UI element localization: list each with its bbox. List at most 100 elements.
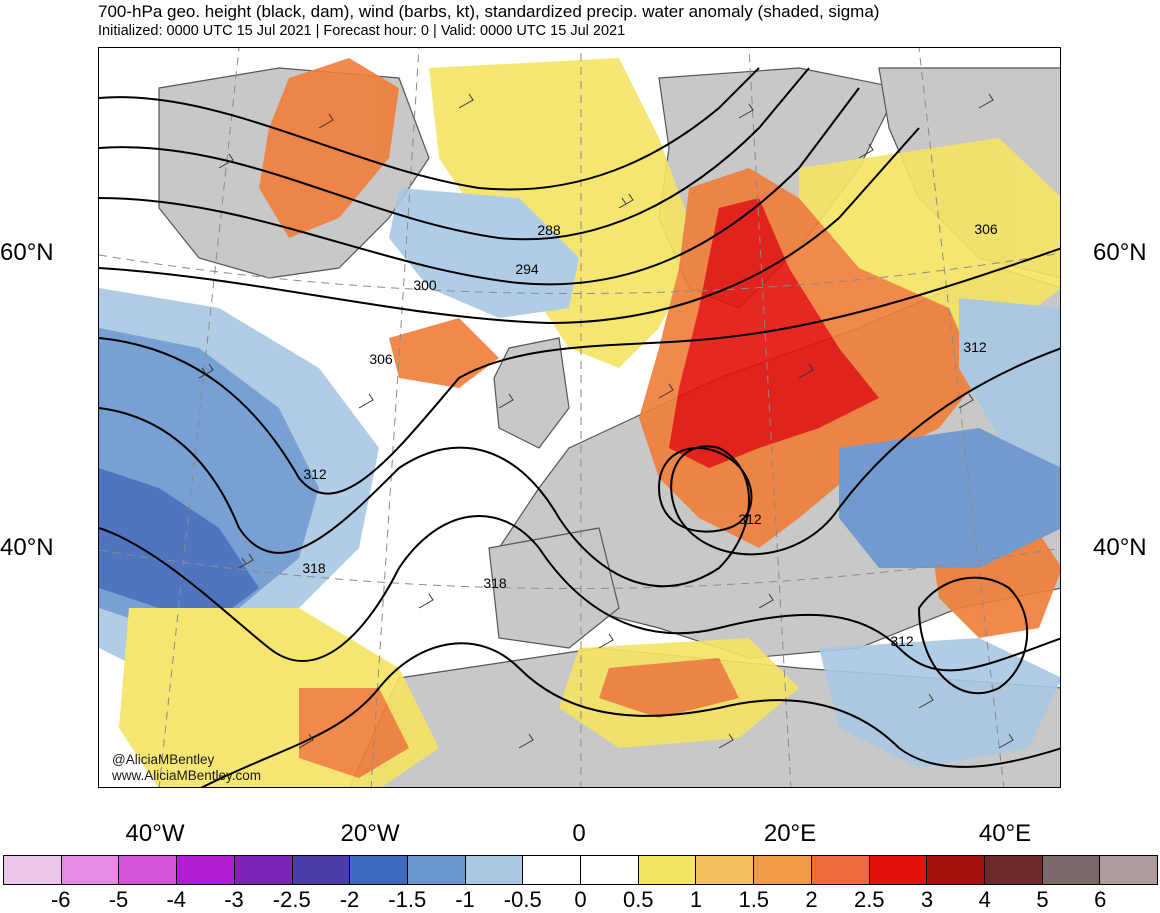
colorbar-cell <box>1042 856 1101 884</box>
wind-barb <box>458 93 474 109</box>
colorbar-cell <box>581 856 639 884</box>
contour-label: 312 <box>738 511 762 527</box>
wind-barb <box>598 633 614 649</box>
colorbar-tick-label: -3 <box>224 887 244 912</box>
wind-barb <box>958 393 974 409</box>
lat-label-40n-left: 40°N <box>0 534 54 561</box>
anomaly-positive-2 <box>599 658 739 718</box>
wind-barb <box>758 593 774 609</box>
colorbar-cell <box>465 856 524 884</box>
anomaly-positive-1 <box>429 58 699 368</box>
credit-website: www.AliciaMBentley.com <box>112 768 262 783</box>
anomaly-negative-1 <box>389 188 579 318</box>
colorbar-cell <box>119 856 178 884</box>
colorbar-cell <box>234 856 293 884</box>
colorbar-cell <box>869 856 928 884</box>
wind-barb <box>738 103 754 119</box>
colorbar-tick-label: 1 <box>689 887 703 912</box>
colorbar-tick-label: -1.5 <box>388 887 427 912</box>
wind-barb <box>858 143 874 159</box>
colorbar-cell <box>292 856 351 884</box>
contour-label: 288 <box>537 222 561 238</box>
contour-line <box>917 576 1029 695</box>
colorbar-cell <box>407 856 466 884</box>
contour-label: 306 <box>974 221 998 237</box>
lon-line-40w <box>158 48 240 787</box>
colorbar-cell <box>811 856 870 884</box>
lon-label-20w: 20°W <box>340 820 400 847</box>
height-contours <box>99 67 1060 787</box>
colorbar-cell <box>638 856 697 884</box>
contour-label: 312 <box>303 466 327 482</box>
contour-label: 312 <box>890 633 914 649</box>
colorbar-cell <box>61 856 120 884</box>
colorbar-cell <box>4 856 62 884</box>
map-panel: 288 294 300 306 312 318 318 312 312 306 … <box>98 47 1061 788</box>
colorbar-tick-label: 1.5 <box>738 887 770 912</box>
wind-barb <box>978 93 994 109</box>
contour-line <box>99 247 1060 495</box>
contour-label: 306 <box>369 351 393 367</box>
lon-line-40e <box>918 48 1005 787</box>
colorbar-tick-label: -5 <box>108 887 129 912</box>
colorbar-tick-label: 0 <box>574 887 587 912</box>
colorbar-tick-label: -1 <box>455 887 475 912</box>
contour-label: 300 <box>413 277 437 293</box>
lat-line-60n <box>99 252 1060 294</box>
colorbar-tick-label: -6 <box>50 887 71 912</box>
colorbar-cell <box>696 856 755 884</box>
wind-barb <box>298 733 314 749</box>
contour-line <box>99 67 760 191</box>
lon-line-20w <box>370 48 420 787</box>
lat-label-60n-left: 60°N <box>0 239 54 266</box>
lat-label-60n-right: 60°N <box>1093 239 1147 266</box>
lon-label-40w: 40°W <box>125 820 185 847</box>
contour-line <box>99 87 860 286</box>
contour-label: 318 <box>302 560 326 576</box>
colorbar-cell <box>350 856 408 884</box>
wind-barb <box>318 113 334 129</box>
wind-barb <box>658 383 674 399</box>
anomaly-positive-3 <box>669 198 879 468</box>
wind-barb <box>498 393 514 409</box>
colorbar-tick-label: -2.5 <box>272 887 311 912</box>
wind-barb <box>198 363 214 379</box>
contour-line <box>99 347 1060 588</box>
credit-handle: @AliciaMBentley <box>112 752 215 767</box>
wind-barb <box>218 153 234 169</box>
colorbar-cell <box>1100 856 1158 884</box>
wind-barb <box>238 553 254 569</box>
lon-label-0: 0 <box>572 820 586 847</box>
contour-line <box>200 642 1060 787</box>
contour-labels: 288 294 300 306 312 318 318 312 312 306 … <box>302 221 998 649</box>
contour-label: 294 <box>515 261 539 277</box>
lat-label-40n-right: 40°N <box>1093 534 1147 561</box>
colorbar-cell <box>754 856 812 884</box>
colorbar-tick-label: 4 <box>978 887 991 912</box>
anomaly-negative-2 <box>99 468 259 618</box>
contour-label: 312 <box>963 339 987 355</box>
contour-line <box>99 67 810 241</box>
chart-title: 700-hPa geo. height (black, dam), wind (… <box>98 2 880 21</box>
lon-line-20e <box>748 48 792 787</box>
colorbar-tick-label: -0.5 <box>503 887 542 912</box>
contour-line <box>99 127 920 325</box>
map-canvas: 288 294 300 306 312 318 318 312 312 306 … <box>99 48 1060 787</box>
colorbar-tick-label: 2.5 <box>853 887 885 912</box>
contour-line <box>99 515 1060 672</box>
colorbar-tick-label: 3 <box>920 887 934 912</box>
colorbar-tick-label: -2 <box>339 887 360 912</box>
contour-label: 318 <box>483 575 507 591</box>
colorbar-cell <box>927 856 985 884</box>
anomaly-negative-1 <box>819 638 1060 768</box>
lat-line-40n <box>99 547 1060 589</box>
wind-barb <box>518 733 534 749</box>
colorbar <box>3 855 1158 885</box>
graticule <box>99 48 1060 787</box>
wind-barb <box>718 733 734 749</box>
wind-barb <box>358 393 374 409</box>
wind-barb <box>798 363 814 379</box>
wind-barb <box>618 193 634 209</box>
contour-line <box>657 447 753 533</box>
anomaly-negative-1 <box>959 298 1060 468</box>
